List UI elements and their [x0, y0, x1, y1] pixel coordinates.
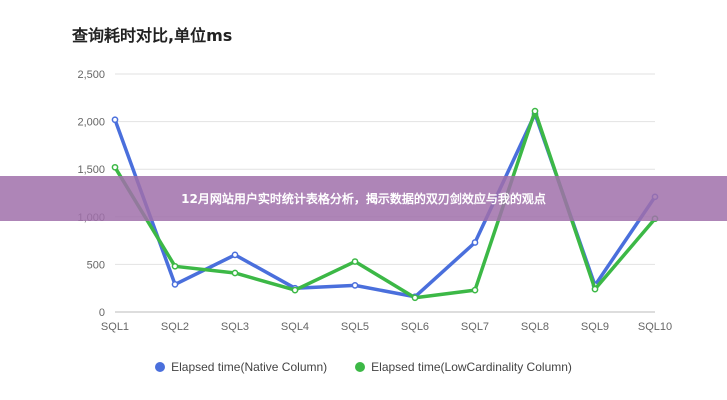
data-point — [411, 294, 419, 302]
legend-marker-native — [155, 362, 166, 372]
x-tick-label: SQL10 — [638, 321, 672, 333]
y-tick-label: 2,500 — [77, 69, 105, 81]
data-point — [231, 269, 239, 277]
legend-marker-lowcardinality — [355, 362, 366, 372]
x-tick-label: SQL3 — [221, 321, 249, 333]
data-point — [111, 163, 119, 171]
legend-label-native: Elapsed time(Native Column) — [171, 360, 328, 374]
legend-item-lowcardinality[interactable]: Elapsed time(LowCardinality Column) — [355, 360, 572, 374]
legend-label-lowcardinality: Elapsed time(LowCardinality Column) — [371, 360, 572, 374]
data-point — [111, 116, 119, 124]
data-point — [471, 286, 479, 294]
y-tick-label: 0 — [99, 307, 105, 319]
data-point — [171, 262, 179, 270]
data-point — [351, 281, 359, 289]
y-tick-label: 1,500 — [77, 164, 105, 176]
x-tick-label: SQL6 — [401, 321, 429, 333]
data-point — [231, 251, 239, 259]
data-point — [471, 239, 479, 246]
data-point — [171, 281, 179, 288]
x-tick-label: SQL1 — [101, 321, 129, 333]
data-point — [291, 286, 299, 294]
chart-title: 查询耗时对比,单位ms — [72, 26, 233, 45]
x-tick-label: SQL8 — [521, 321, 549, 333]
legend-item-native[interactable]: Elapsed time(Native Column) — [155, 360, 327, 374]
x-tick-label: SQL5 — [341, 321, 369, 333]
data-point — [531, 107, 539, 115]
x-tick-label: SQL2 — [161, 321, 189, 333]
data-point — [591, 285, 599, 293]
banner-text: 12月网站用户实时统计表格分析，揭示数据的双刃剑效应与我的观点 — [181, 192, 546, 206]
x-tick-label: SQL4 — [281, 321, 309, 333]
y-tick-label: 2,000 — [77, 117, 105, 129]
chart-legend: Elapsed time(Native Column) Elapsed time… — [0, 360, 727, 374]
overlay-banner: 12月网站用户实时统计表格分析，揭示数据的双刃剑效应与我的观点 — [0, 176, 727, 221]
y-tick-label: 500 — [87, 259, 105, 271]
data-point — [351, 258, 359, 265]
x-tick-label: SQL9 — [581, 321, 609, 333]
x-tick-label: SQL7 — [461, 321, 489, 333]
